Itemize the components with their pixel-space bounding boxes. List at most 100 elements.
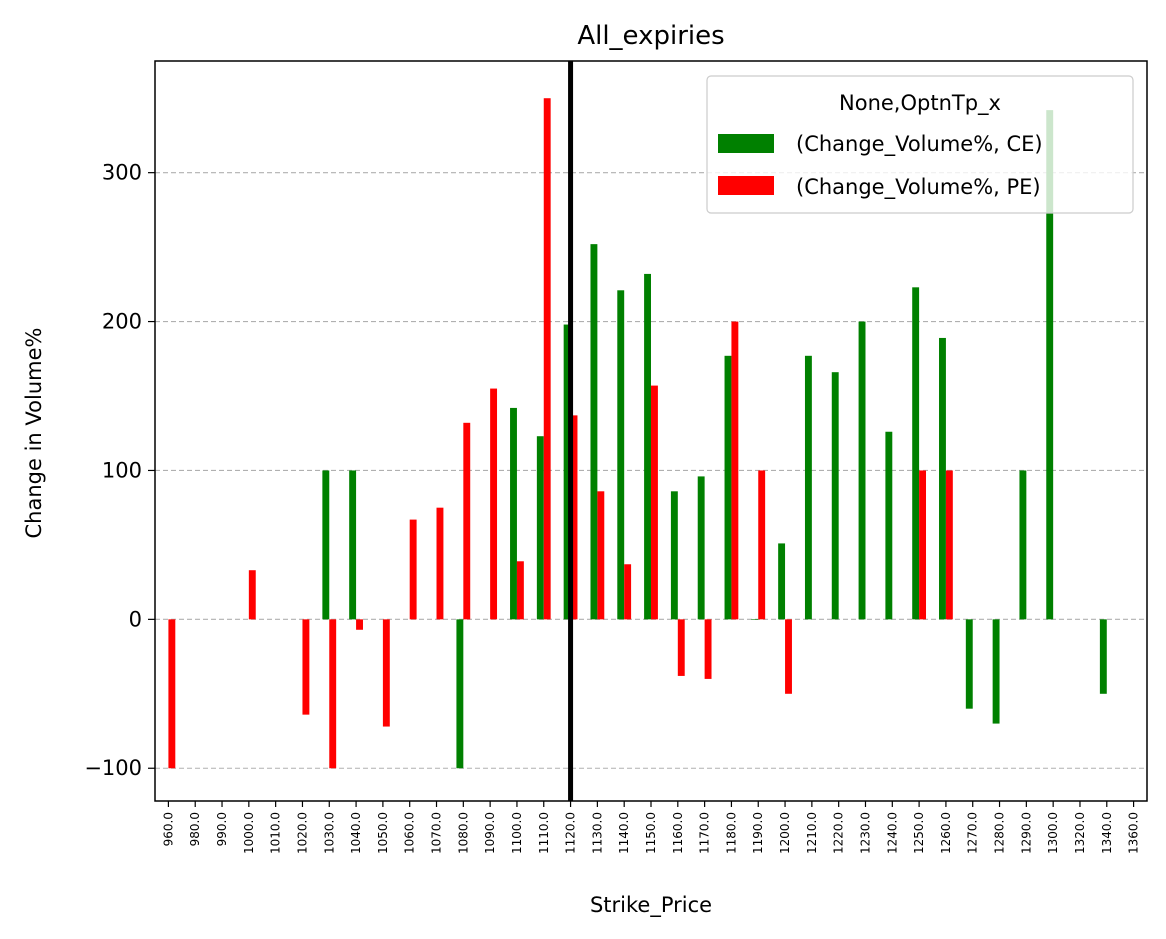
x-tick-label: 1320.0 [1073, 812, 1087, 854]
x-tick-label: 1300.0 [1046, 812, 1060, 854]
x-tick-label: 1130.0 [590, 812, 604, 854]
x-tick-label: 1150.0 [644, 812, 658, 854]
bar-pe [356, 619, 363, 630]
x-axis-label: Strike_Price [590, 893, 712, 918]
y-tick-label: 100 [102, 458, 142, 482]
x-tick-label: 1160.0 [671, 812, 685, 854]
chart-title: All_expiries [577, 21, 724, 51]
x-tick-label: 1250.0 [912, 812, 926, 854]
bar-pe [302, 619, 310, 715]
x-tick-label: 1010.0 [269, 812, 283, 854]
x-tick-label: 1020.0 [295, 812, 309, 854]
bar-ce [751, 619, 759, 620]
bar-pe [248, 570, 256, 620]
bar-ce [965, 619, 973, 709]
x-tick-label: 1200.0 [778, 812, 792, 854]
bar-ce [563, 324, 571, 620]
bar-ce [992, 619, 1000, 724]
x-tick-label: 1220.0 [832, 812, 846, 854]
bar-pe [329, 619, 337, 769]
x-tick-label: 1190.0 [751, 812, 765, 854]
x-tick-label: 1100.0 [510, 812, 524, 854]
x-tick-label: 1060.0 [403, 812, 417, 854]
bar-ce [858, 321, 866, 620]
bar-ce [1019, 470, 1027, 620]
bar-ce [697, 476, 705, 620]
bar-pe [919, 470, 927, 620]
x-tick-label: 1240.0 [885, 812, 899, 854]
bar-ce [1099, 619, 1107, 694]
legend-swatch-ce [718, 134, 774, 153]
bar-ce [510, 407, 517, 620]
bar-pe [516, 561, 524, 620]
legend: None,OptnTp_x (Change_Volume%, CE) (Chan… [706, 75, 1134, 214]
x-tick-label: 1180.0 [724, 812, 738, 854]
bar-ce [778, 543, 786, 620]
x-tick-label: 1360.0 [1127, 812, 1141, 854]
x-tick-label: 1290.0 [1019, 812, 1033, 854]
x-tick-label: 1210.0 [805, 812, 819, 854]
legend-label-ce: (Change_Volume%, CE) [796, 132, 1043, 157]
bar-pe [490, 388, 498, 620]
bar-ce [939, 337, 946, 620]
bar-ce [322, 470, 330, 620]
bar-ce [670, 491, 678, 620]
x-tick-label: 1080.0 [456, 812, 470, 854]
bars [168, 98, 1107, 769]
legend-swatch-pe [718, 176, 774, 195]
bar-ce [912, 287, 920, 620]
x-tick-label: 990.0 [215, 812, 229, 846]
bar-ce [590, 244, 598, 620]
bar-pe [785, 619, 792, 694]
bar-ce [456, 619, 464, 769]
bar-ce [536, 436, 544, 620]
legend-title: None,OptnTp_x [839, 91, 1001, 116]
bar-ce [617, 290, 625, 620]
x-tick-label: 1270.0 [966, 812, 980, 854]
bar-ce [885, 431, 893, 620]
bar-ce [724, 355, 732, 620]
y-tick-label: 300 [102, 161, 142, 185]
x-tick-label: 1110.0 [537, 812, 551, 854]
legend-label-pe: (Change_Volume%, PE) [796, 175, 1041, 200]
y-axis-label: Change in Volume% [22, 328, 46, 539]
bar-ce [1046, 110, 1054, 620]
y-tick-label: 0 [129, 607, 142, 631]
bar-pe [704, 619, 712, 679]
x-tick-label: 1070.0 [430, 812, 444, 854]
x-tick-label: 1030.0 [322, 812, 336, 854]
x-tick-label: 1230.0 [858, 812, 872, 854]
bar-pe [731, 321, 739, 620]
bar-ce [804, 355, 812, 620]
x-tick-label: 960.0 [161, 812, 175, 846]
bar-pe [570, 415, 578, 620]
x-tick-label: 1280.0 [993, 812, 1007, 854]
bar-pe [436, 507, 444, 620]
bar-pe [168, 619, 176, 769]
bar-pe [597, 491, 605, 620]
y-tick-label: −100 [84, 756, 142, 780]
bar-pe [382, 619, 390, 727]
bar-pe [677, 619, 685, 676]
y-axis: −100 0 100 200 300 [84, 161, 155, 780]
x-tick-label: 1000.0 [242, 812, 256, 854]
bar-pe [945, 470, 953, 620]
x-tick-label: 1040.0 [349, 812, 363, 854]
x-tick-label: 1170.0 [698, 812, 712, 854]
y-tick-label: 200 [102, 310, 142, 334]
bar-pe [758, 470, 766, 620]
bar-pe [543, 98, 551, 620]
x-tick-label: 1260.0 [939, 812, 953, 854]
bar-ce [349, 470, 357, 620]
legend-box [706, 75, 1134, 214]
x-tick-label: 1340.0 [1100, 812, 1114, 854]
x-axis: 960.0 980.0 990.0 1000.0 1010.0 1020.0 1030.0 1… [161, 801, 1141, 854]
x-tick-label: 1050.0 [376, 812, 390, 854]
bar-ce [644, 273, 651, 620]
x-tick-label: 1090.0 [483, 812, 497, 854]
bar-pe [624, 564, 632, 620]
bar-pe [409, 519, 417, 620]
x-tick-label: 1140.0 [617, 812, 631, 854]
bar-pe [651, 385, 658, 620]
